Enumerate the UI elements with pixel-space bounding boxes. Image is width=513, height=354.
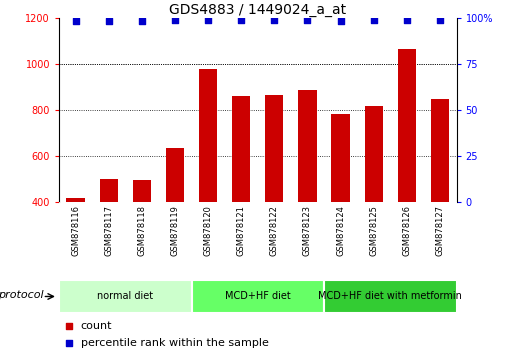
Bar xyxy=(365,106,383,202)
Text: MCD+HF diet with metformin: MCD+HF diet with metformin xyxy=(319,291,462,302)
Text: GSM878124: GSM878124 xyxy=(336,205,345,256)
Bar xyxy=(431,99,449,202)
Point xyxy=(137,18,146,24)
Bar xyxy=(133,180,151,202)
Bar xyxy=(398,49,416,202)
Point xyxy=(237,17,245,22)
Point xyxy=(105,18,113,24)
Text: GSM878123: GSM878123 xyxy=(303,205,312,256)
Bar xyxy=(67,198,85,202)
Text: GSM878119: GSM878119 xyxy=(170,205,180,256)
Text: MCD+HF diet: MCD+HF diet xyxy=(225,291,291,302)
Point xyxy=(204,17,212,22)
Bar xyxy=(166,148,184,202)
Bar xyxy=(199,69,217,202)
Bar xyxy=(232,96,250,202)
Point xyxy=(403,17,411,22)
Bar xyxy=(59,280,191,313)
Bar xyxy=(100,179,118,202)
Point xyxy=(65,324,73,329)
Point xyxy=(436,17,444,22)
Title: GDS4883 / 1449024_a_at: GDS4883 / 1449024_a_at xyxy=(169,3,346,17)
Text: GSM878126: GSM878126 xyxy=(402,205,411,256)
Text: GSM878118: GSM878118 xyxy=(137,205,146,256)
Text: GSM878122: GSM878122 xyxy=(270,205,279,256)
Bar xyxy=(324,280,457,313)
Text: GSM878125: GSM878125 xyxy=(369,205,378,256)
Text: GSM878127: GSM878127 xyxy=(436,205,444,256)
Text: percentile rank within the sample: percentile rank within the sample xyxy=(81,338,269,348)
Bar xyxy=(265,95,284,202)
Text: protocol: protocol xyxy=(0,290,44,300)
Point xyxy=(71,18,80,24)
Text: GSM878121: GSM878121 xyxy=(236,205,246,256)
Text: GSM878117: GSM878117 xyxy=(104,205,113,256)
Point xyxy=(370,17,378,22)
Text: normal diet: normal diet xyxy=(97,291,153,302)
Point xyxy=(303,17,311,22)
Text: GSM878116: GSM878116 xyxy=(71,205,80,256)
Point xyxy=(171,17,179,22)
Point xyxy=(270,17,279,22)
Point xyxy=(65,340,73,346)
Point xyxy=(337,18,345,24)
Bar xyxy=(331,114,350,202)
Bar xyxy=(191,280,324,313)
Text: count: count xyxy=(81,321,112,331)
Bar xyxy=(299,90,317,202)
Text: GSM878120: GSM878120 xyxy=(204,205,212,256)
